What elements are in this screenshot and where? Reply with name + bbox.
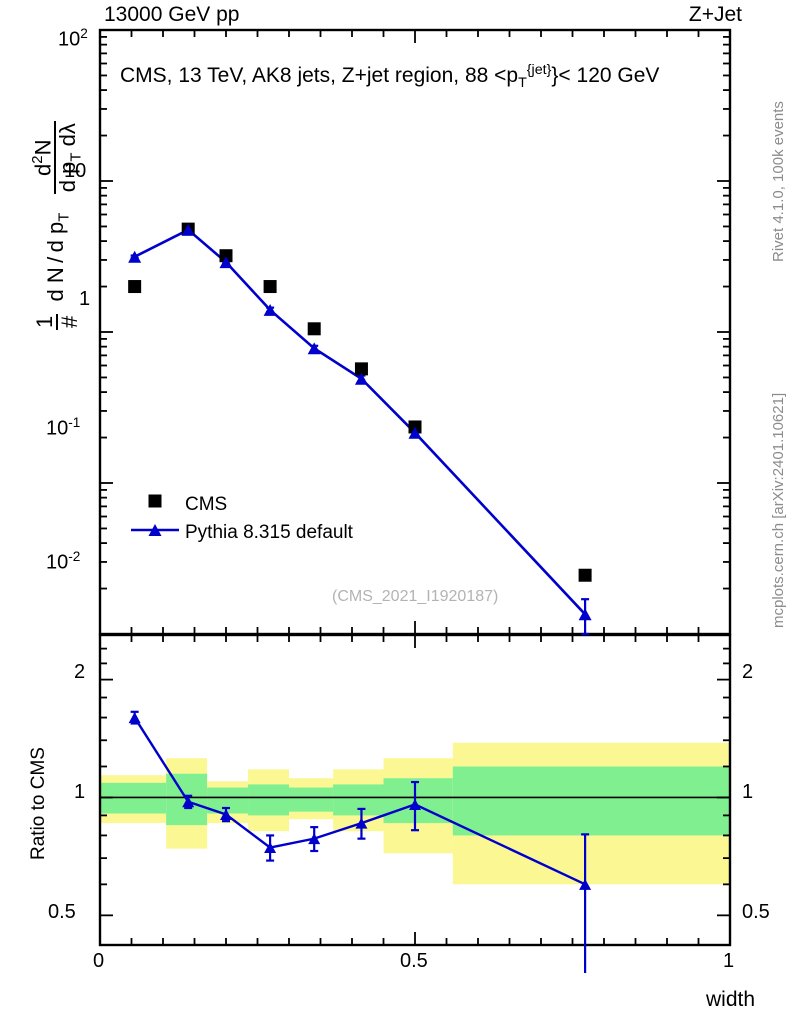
data-point-pythia	[128, 250, 142, 263]
ratio-point-pythia	[128, 712, 141, 724]
analysis-id-watermark: (CMS_2021_I1920187)	[332, 588, 499, 605]
mc-line-ratio	[133, 716, 586, 886]
data-point-pythia	[181, 223, 195, 236]
ratio-point-pythia	[220, 808, 232, 820]
ratio-point-pythia	[579, 878, 592, 890]
data-point-pythia	[354, 372, 368, 385]
ratio-point-pythia	[355, 817, 368, 829]
data-point-cms	[219, 249, 233, 263]
data-point-cms	[307, 322, 321, 336]
ratio-ytick-2-right: 2	[742, 661, 754, 683]
header-right-process: Z+Jet	[688, 3, 742, 26]
main-ytick-1e1: 10	[64, 160, 87, 182]
main-plot-title-tail: }< 120 GeV	[551, 64, 660, 87]
main-plot-title-sub: T	[518, 75, 527, 92]
xtick-0: 0	[93, 950, 105, 972]
ratio-band-stat	[333, 784, 384, 816]
main-plot-title-sup: {jet}	[526, 62, 552, 78]
main-ytick-1em2: 10-2	[46, 549, 81, 574]
x-axis-title: width	[706, 988, 756, 1011]
ratio-point-pythia	[264, 842, 277, 854]
data-point-cms	[128, 280, 142, 294]
ratio-ytick-05-left: 0.5	[48, 901, 76, 923]
main-ytick-1em1: 10-1	[46, 415, 81, 440]
xtick-05: 0.5	[400, 950, 428, 972]
ratio-point-pythia	[182, 796, 195, 808]
data-point-pythia	[307, 342, 321, 355]
ratio-band-stat	[289, 787, 334, 812]
data-point-cms	[578, 568, 592, 582]
data-point-cms	[354, 362, 368, 376]
ratio-point-pythia	[308, 833, 321, 845]
ratio-band-stat	[452, 766, 730, 836]
ratio-ytick-05-right: 0.5	[742, 901, 770, 923]
data-point-pythia	[408, 426, 422, 439]
data-point-pythia	[578, 608, 592, 621]
data-point-pythia	[263, 303, 277, 316]
data-point-cms	[263, 280, 277, 294]
main-ytick-1e2: 102	[58, 26, 88, 51]
ratio-point-pythia	[409, 798, 421, 810]
ratio-ytick-1-right: 1	[742, 781, 754, 803]
legend-label-pythia: Pythia 8.315 default	[185, 522, 353, 543]
ratio-band-stat	[248, 784, 289, 816]
mc-line-main	[134, 228, 587, 616]
data-point-pythia	[219, 256, 233, 269]
xtick-1: 1	[723, 950, 735, 972]
main-ytick-1e0: 1	[79, 288, 91, 310]
ratio-ytick-2-left: 2	[74, 661, 86, 683]
legend-marker-pythia	[148, 524, 162, 536]
legend-label-cms: CMS	[185, 494, 228, 515]
header-left-beam: 13000 GeV pp	[104, 3, 240, 26]
main-plot-title-text: CMS, 13 TeV, AK8 jets, Z+jet region, 88 …	[120, 64, 519, 87]
main-plot-title: CMS, 13 TeV, AK8 jets, Z+jet region, 88 …	[120, 62, 659, 91]
main-panel-frame	[98, 28, 732, 636]
legend-marker-cms	[148, 494, 162, 508]
ratio-ytick-1-left: 1	[74, 781, 86, 803]
